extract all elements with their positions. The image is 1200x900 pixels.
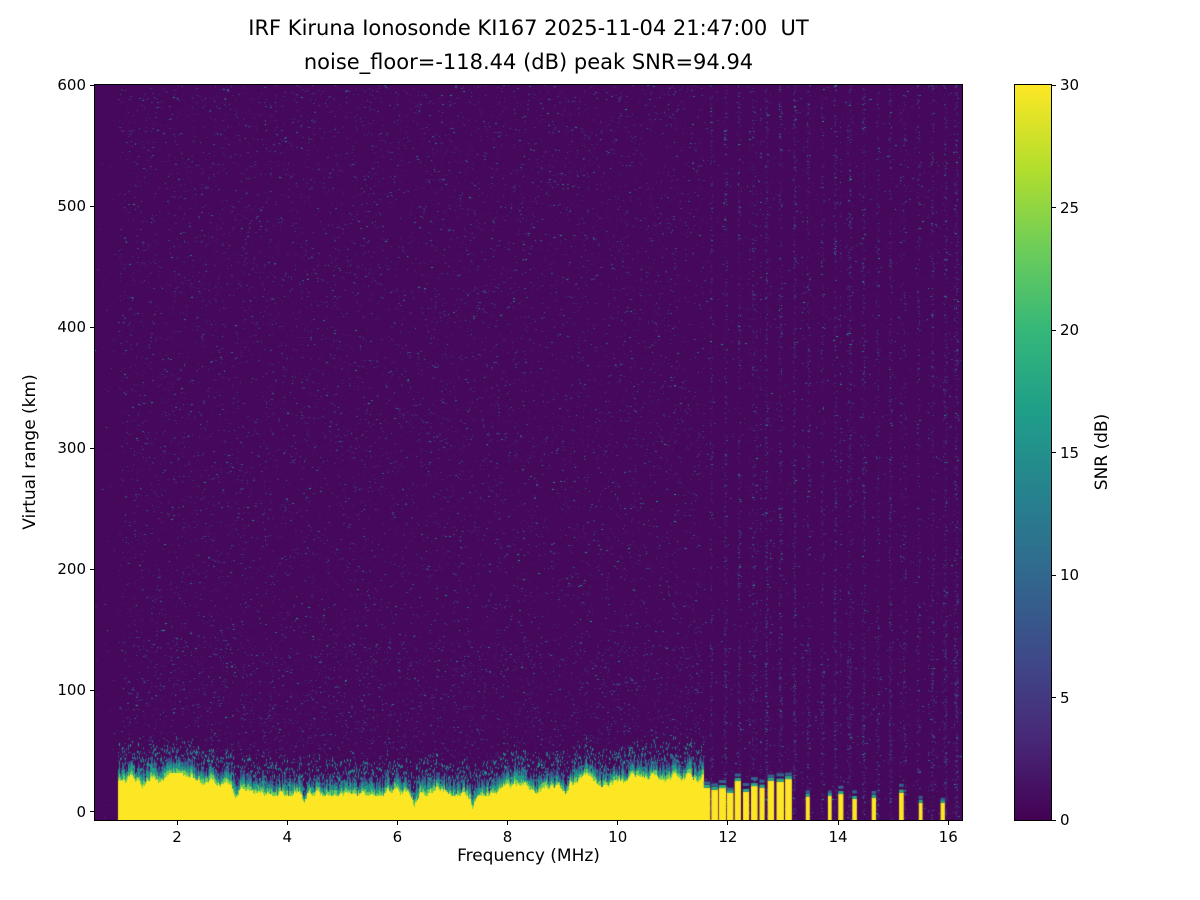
y-tick-label: 600 xyxy=(57,76,86,94)
heatmap-canvas xyxy=(94,84,963,821)
colorbar-tick-mark xyxy=(1052,84,1056,86)
colorbar-tick-mark xyxy=(1052,697,1056,698)
colorbar-tick-label: 10 xyxy=(1060,566,1080,584)
x-tick-label: 10 xyxy=(608,828,628,846)
x-tick-mark xyxy=(176,821,178,825)
y-tick-mark xyxy=(90,811,94,813)
x-tick-label: 2 xyxy=(172,828,182,846)
x-tick-mark xyxy=(507,821,509,825)
x-tick-label: 6 xyxy=(392,828,403,846)
y-tick-label: 100 xyxy=(57,681,86,700)
colorbar-tick-mark xyxy=(1052,329,1056,331)
chart-subtitle: noise_floor=-118.44 (dB) peak SNR=94.94 xyxy=(303,50,754,74)
y-tick-mark xyxy=(90,447,94,449)
colorbar-tick-label: 30 xyxy=(1060,76,1080,94)
x-tick-mark xyxy=(947,821,949,825)
x-tick-mark xyxy=(837,821,839,825)
colorbar-tick-label: 25 xyxy=(1060,198,1080,217)
y-tick-mark xyxy=(90,689,94,691)
x-tick-mark xyxy=(286,821,288,825)
y-tick-mark xyxy=(90,84,94,86)
y-tick-mark xyxy=(90,205,94,207)
colorbar-tick-label: 20 xyxy=(1060,321,1080,339)
x-tick-mark xyxy=(396,821,398,825)
y-tick-label: 400 xyxy=(57,318,86,337)
y-tick-label: 300 xyxy=(57,439,86,458)
colorbar-tick-mark xyxy=(1052,207,1056,208)
colorbar-tick-label: 15 xyxy=(1060,443,1080,462)
colorbar-label: SNR (dB) xyxy=(1092,413,1112,491)
y-tick-label: 0 xyxy=(76,802,86,821)
colorbar-tick-mark xyxy=(1052,574,1056,576)
colorbar-tick-label: 5 xyxy=(1060,688,1070,707)
colorbar-tick-mark xyxy=(1052,819,1056,821)
colorbar-canvas xyxy=(1014,84,1052,821)
x-tick-label: 12 xyxy=(718,828,738,846)
y-axis-label: Virtual range (km) xyxy=(20,374,40,530)
x-tick-mark xyxy=(617,821,619,825)
colorbar-tick-label: 0 xyxy=(1060,811,1070,829)
y-tick-mark xyxy=(90,326,94,328)
y-tick-mark xyxy=(90,568,94,570)
colorbar-tick-mark xyxy=(1052,452,1056,453)
chart-title: IRF Kiruna Ionosonde KI167 2025-11-04 21… xyxy=(248,16,809,40)
x-tick-mark xyxy=(727,821,729,825)
x-tick-label: 8 xyxy=(502,828,513,846)
y-tick-label: 500 xyxy=(57,197,86,216)
x-axis-label: Frequency (MHz) xyxy=(457,846,600,866)
y-tick-label: 200 xyxy=(57,560,86,579)
x-tick-label: 16 xyxy=(938,828,958,846)
x-tick-label: 14 xyxy=(828,828,848,846)
x-tick-label: 4 xyxy=(282,828,292,846)
